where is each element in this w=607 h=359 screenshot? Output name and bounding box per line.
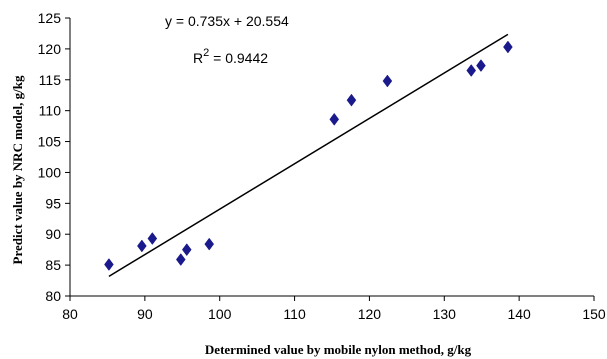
y-axis-title: Predict value by NRC model, g/kg	[10, 75, 25, 264]
x-tick-label: 130	[433, 306, 457, 322]
y-tick-label: 100	[38, 164, 62, 180]
y-axis-ticks: 80 85 90 95 100 105 110 115 120 125	[38, 10, 70, 304]
data-point	[466, 64, 477, 77]
trendline-equation: y = 0.735x + 20.554	[165, 13, 289, 29]
y-tick-label: 120	[38, 41, 62, 57]
data-point	[147, 232, 158, 245]
y-tick-label: 85	[45, 257, 61, 273]
data-point	[204, 237, 215, 251]
y-tick-label: 105	[38, 134, 62, 150]
x-axis-title: Determined value by mobile nylon method,…	[205, 342, 472, 357]
data-point	[329, 112, 340, 126]
x-tick-label: 100	[208, 306, 232, 322]
x-axis-ticks: 80 90 100 110 120 130 140 150	[62, 296, 606, 322]
data-point	[346, 93, 357, 107]
data-point	[503, 40, 513, 54]
data-point	[137, 239, 147, 253]
data-point	[382, 74, 393, 88]
y-tick-label: 80	[45, 288, 61, 304]
trendline	[108, 33, 509, 278]
data-points	[104, 40, 513, 271]
x-tick-label: 110	[283, 306, 306, 322]
x-tick-label: 140	[507, 306, 531, 322]
x-tick-label: 150	[582, 306, 606, 322]
r-squared-label: R2 = 0.9442	[193, 47, 268, 66]
y-tick-label: 115	[39, 72, 62, 88]
y-tick-label: 90	[45, 226, 61, 242]
data-point	[181, 243, 192, 257]
data-point	[104, 258, 114, 271]
r-squared-superscript: 2	[203, 47, 209, 59]
data-point	[476, 59, 486, 72]
x-tick-label: 80	[62, 306, 78, 322]
r-squared-prefix: R	[193, 50, 203, 66]
data-point	[175, 253, 186, 266]
y-tick-label: 110	[39, 103, 62, 119]
x-tick-label: 120	[358, 306, 382, 322]
y-tick-label: 95	[45, 195, 61, 211]
r-squared-value: = 0.9442	[209, 50, 268, 66]
x-tick-label: 90	[137, 306, 153, 322]
y-tick-label: 125	[38, 10, 62, 26]
